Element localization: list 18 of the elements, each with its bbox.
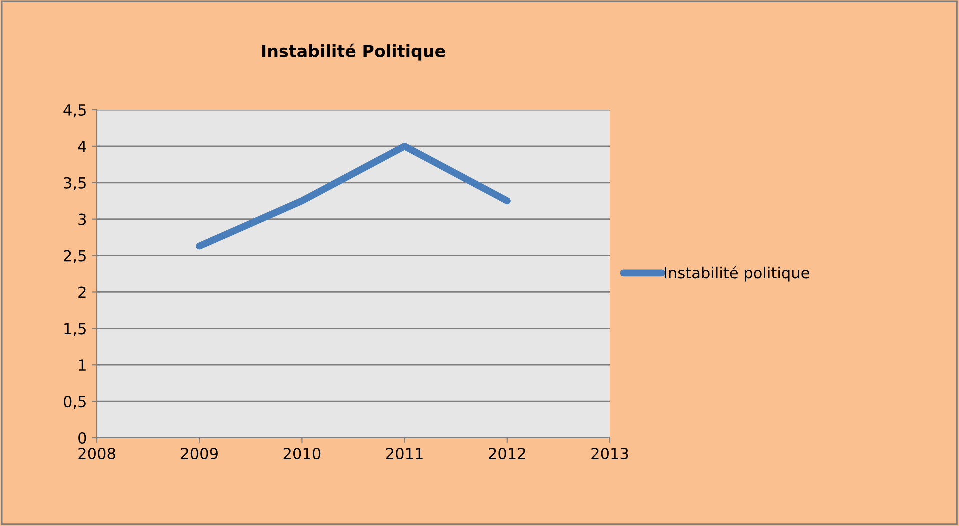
x-tick-label: 2009 <box>181 448 218 460</box>
y-tick-label: 1 <box>79 360 86 371</box>
y-tick-label: 3 <box>78 214 86 226</box>
chart-title: Instabilité Politique <box>262 44 446 61</box>
y-tick-label: 2 <box>78 286 86 298</box>
y-tick-label: 0 <box>78 432 86 444</box>
y-tick-label: 4,5 <box>64 104 86 118</box>
y-tick-label: 3,5 <box>64 177 86 190</box>
x-tick-label: 2008 <box>78 448 116 460</box>
x-tick-label: 2011 <box>386 448 423 460</box>
y-tick-label: 2,5 <box>64 250 86 264</box>
legend-label: Instabilité politique <box>664 266 810 282</box>
x-tick-label: 2013 <box>592 448 628 460</box>
x-tick-label: 2010 <box>284 448 321 460</box>
y-tick-label: 1,5 <box>64 323 86 336</box>
y-tick-label: 0,5 <box>64 396 86 410</box>
y-tick-label: 4 <box>78 141 86 152</box>
x-tick-label: 2012 <box>489 448 526 460</box>
